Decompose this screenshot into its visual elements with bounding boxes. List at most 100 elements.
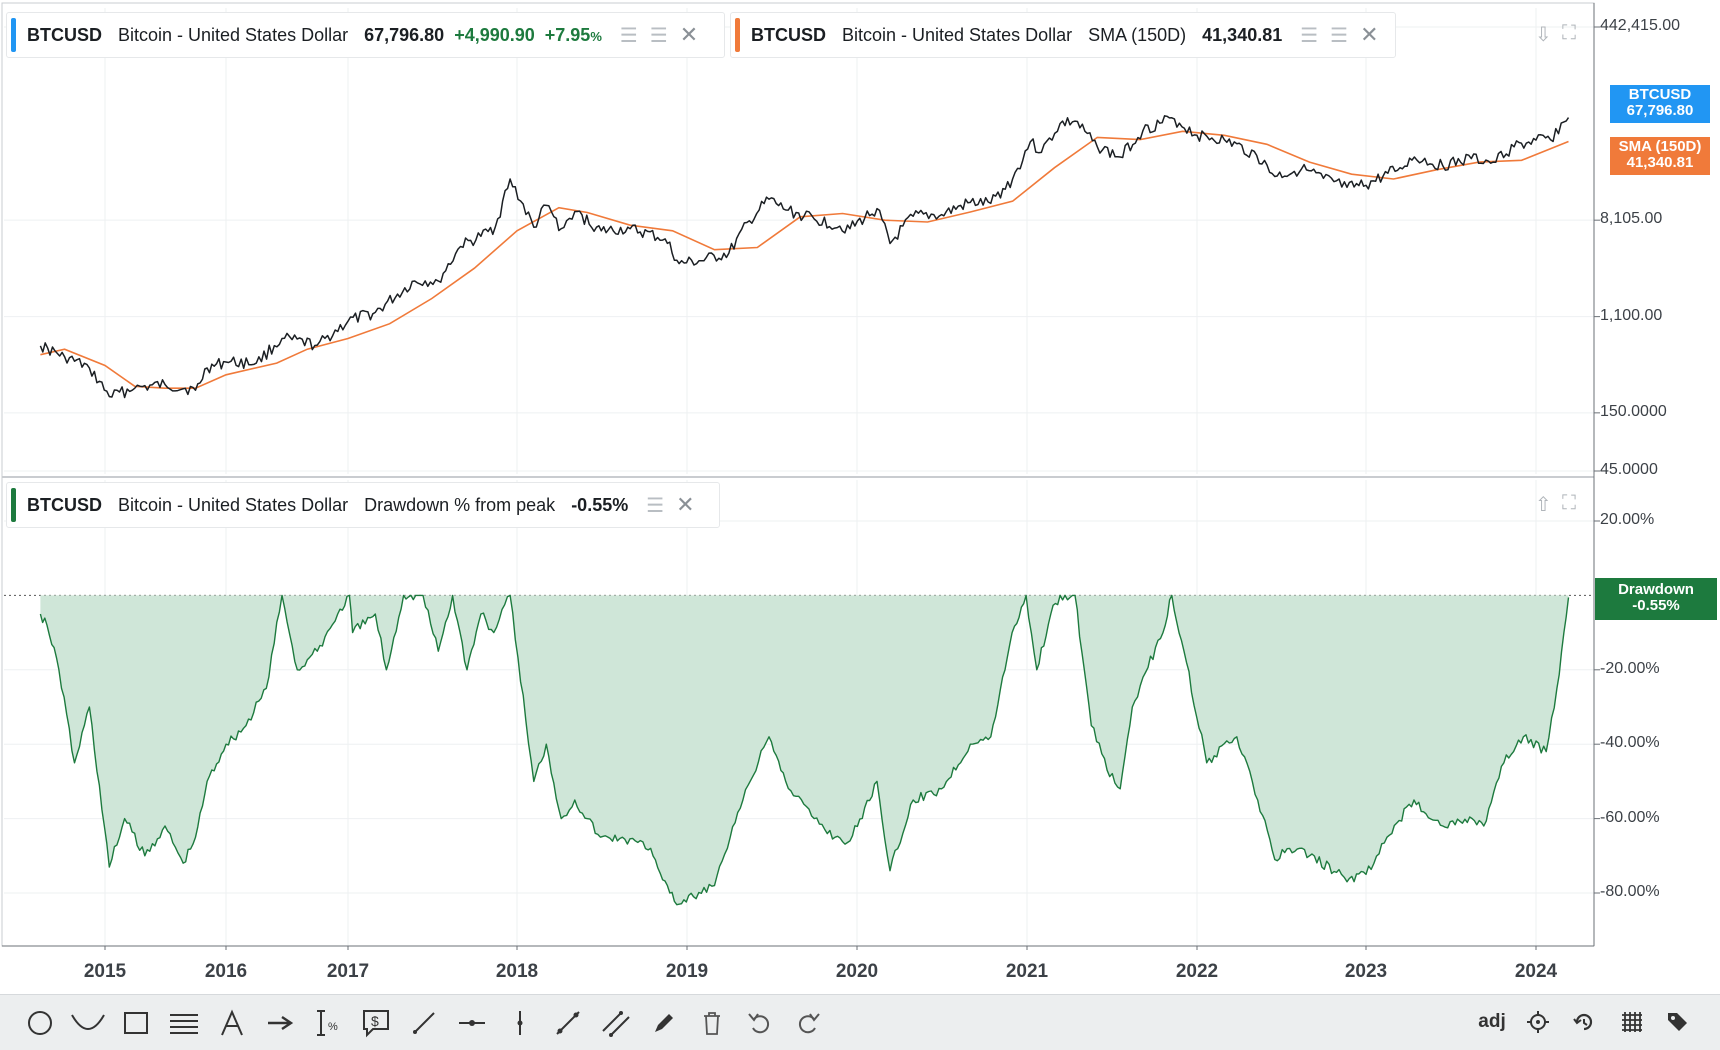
undo-button[interactable] — [736, 1003, 784, 1043]
tags-button[interactable] — [1658, 1004, 1698, 1040]
crosshair-button[interactable] — [1518, 1004, 1558, 1040]
series-lines — [39, 115, 1570, 906]
x-tick-label: 2018 — [495, 961, 539, 982]
layers-icon[interactable]: ☰ — [646, 494, 665, 517]
x-tick-label: 2021 — [1005, 961, 1049, 982]
x-tick-label: 2015 — [83, 961, 127, 982]
grid-toggle-button[interactable] — [1612, 1004, 1652, 1040]
horizontal-lines-tool-button[interactable] — [160, 1003, 208, 1043]
trend-line-icon — [556, 1010, 580, 1035]
horizontal-segment-tool-button[interactable] — [448, 1003, 496, 1043]
layers-stack-icon[interactable]: ☰ — [649, 24, 668, 47]
y-tick-label: 20.00% — [1600, 511, 1655, 528]
circle-tool-button[interactable] — [16, 1003, 64, 1043]
maximize-pane-icon[interactable]: ⛶ — [1562, 22, 1576, 44]
price-legend-color-bar — [11, 18, 16, 52]
y-tick-label: -60.00% — [1600, 809, 1660, 826]
measure-tool-button[interactable]: % — [304, 1003, 352, 1043]
drawdown-area — [40, 595, 1569, 905]
text-icon — [221, 1008, 243, 1035]
measure-icon: % — [317, 1009, 338, 1036]
move-pane-up-icon[interactable]: ⇧ — [1535, 494, 1552, 516]
btcusd-price-line — [39, 115, 1570, 399]
y-tick-label: -40.00% — [1600, 734, 1660, 751]
arc-tool-button[interactable] — [64, 1003, 112, 1043]
price-legend[interactable]: BTCUSD Bitcoin - United States Dollar 67… — [6, 12, 725, 58]
layers-icon[interactable]: ☰ — [1300, 24, 1319, 47]
price-legend-value: 67,796.80 — [364, 24, 445, 45]
close-icon[interactable]: ✕ — [679, 22, 699, 47]
delete-drawings-button[interactable] — [688, 1003, 736, 1043]
maximize-pane-icon[interactable]: ⛶ — [1562, 492, 1576, 514]
parallel-channel-icon — [602, 1010, 630, 1037]
drawdown-line — [39, 594, 1570, 906]
price-legend-change-pct-value: +7.95 — [544, 24, 591, 45]
undo-icon — [748, 1012, 770, 1033]
price-tag-value: 67,796.80 — [1626, 102, 1694, 119]
sma-last-value-tag: SMA (150D) 41,340.81 — [1610, 137, 1710, 175]
trend-line-tool-button[interactable] — [544, 1003, 592, 1043]
sma-legend-name: Bitcoin - United States Dollar — [842, 24, 1073, 45]
close-icon[interactable]: ✕ — [676, 492, 695, 517]
tag-icon — [1668, 1013, 1687, 1031]
text-tool-button[interactable] — [208, 1003, 256, 1043]
x-tick-label: 2016 — [204, 961, 248, 982]
arc-icon — [71, 1014, 105, 1030]
vertical-line-icon — [517, 1010, 523, 1035]
sma-tag-value: 41,340.81 — [1626, 154, 1694, 171]
drawdown-legend-symbol: BTCUSD — [27, 494, 102, 515]
drawdown-tag-label: Drawdown — [1618, 581, 1694, 598]
drawdown-legend-study: Drawdown % from peak — [364, 494, 556, 515]
price-legend-change-pct: +7.95% — [545, 25, 602, 46]
x-tick-label: 2022 — [1175, 961, 1219, 982]
move-pane-down-icon[interactable]: ⇩ — [1535, 24, 1552, 46]
arrow-tool-button[interactable] — [256, 1003, 304, 1043]
x-tick-label: 2020 — [835, 961, 879, 982]
chart-canvas[interactable] — [0, 0, 1720, 994]
drawdown-legend-color-bar — [11, 488, 16, 522]
vertical-line-tool-button[interactable] — [496, 1003, 544, 1043]
drawing-toolbar: % $ — [0, 994, 1720, 1050]
redo-button[interactable] — [784, 1003, 832, 1043]
pane-frames — [1, 2, 1595, 994]
sma-150d-line — [40, 130, 1569, 389]
drawdown-last-value-tag: Drawdown -0.55% — [1595, 578, 1717, 620]
grid-icon — [1622, 1012, 1642, 1032]
x-axis-band — [1, 950, 1594, 994]
trash-icon — [704, 1011, 720, 1035]
layers-stack-icon[interactable]: ☰ — [1330, 24, 1349, 47]
sma-legend-symbol: BTCUSD — [751, 24, 826, 45]
y-tick-label: 442,415.00 — [1600, 17, 1681, 34]
drawdown-legend[interactable]: BTCUSD Bitcoin - United States Dollar Dr… — [6, 482, 720, 528]
drawdown-legend-name: Bitcoin - United States Dollar — [118, 494, 349, 515]
y-tick-label: 45.0000 — [1600, 461, 1658, 478]
pencil-tool-button[interactable] — [640, 1003, 688, 1043]
adjusted-data-toggle[interactable]: adj — [1472, 1004, 1512, 1040]
price-note-tool-button[interactable]: $ — [352, 1003, 400, 1043]
x-tick-label: 2023 — [1344, 961, 1388, 982]
reset-icon — [1573, 1013, 1593, 1031]
drawdown-legend-value: -0.55% — [571, 494, 629, 515]
rectangle-tool-button[interactable] — [112, 1003, 160, 1043]
x-tick-label: 2019 — [665, 961, 709, 982]
crosshair-icon — [1527, 1011, 1549, 1033]
horizontal-lines-icon — [170, 1013, 198, 1034]
price-legend-pct-sign: % — [590, 28, 602, 44]
price-legend-change: +4,990.90 — [454, 24, 535, 45]
line-tool-button[interactable] — [400, 1003, 448, 1043]
pencil-icon — [655, 1013, 673, 1032]
sma-legend[interactable]: BTCUSD Bitcoin - United States Dollar SM… — [730, 12, 1396, 58]
close-icon[interactable]: ✕ — [1360, 22, 1379, 47]
parallel-channel-tool-button[interactable] — [592, 1003, 640, 1043]
price-legend-name: Bitcoin - United States Dollar — [118, 24, 349, 45]
drawdown-fill — [40, 595, 1569, 905]
rectangle-icon — [124, 1011, 148, 1034]
price-note-icon: $ — [363, 1009, 389, 1037]
arrow-right-icon — [268, 1015, 294, 1030]
drawdown-tag-value: -0.55% — [1632, 597, 1680, 614]
redo-icon — [798, 1012, 820, 1033]
reset-chart-button[interactable] — [1564, 1004, 1604, 1040]
price-tag-symbol: BTCUSD — [1628, 86, 1692, 103]
x-tick-label: 2017 — [326, 961, 370, 982]
layers-icon[interactable]: ☰ — [619, 24, 638, 47]
